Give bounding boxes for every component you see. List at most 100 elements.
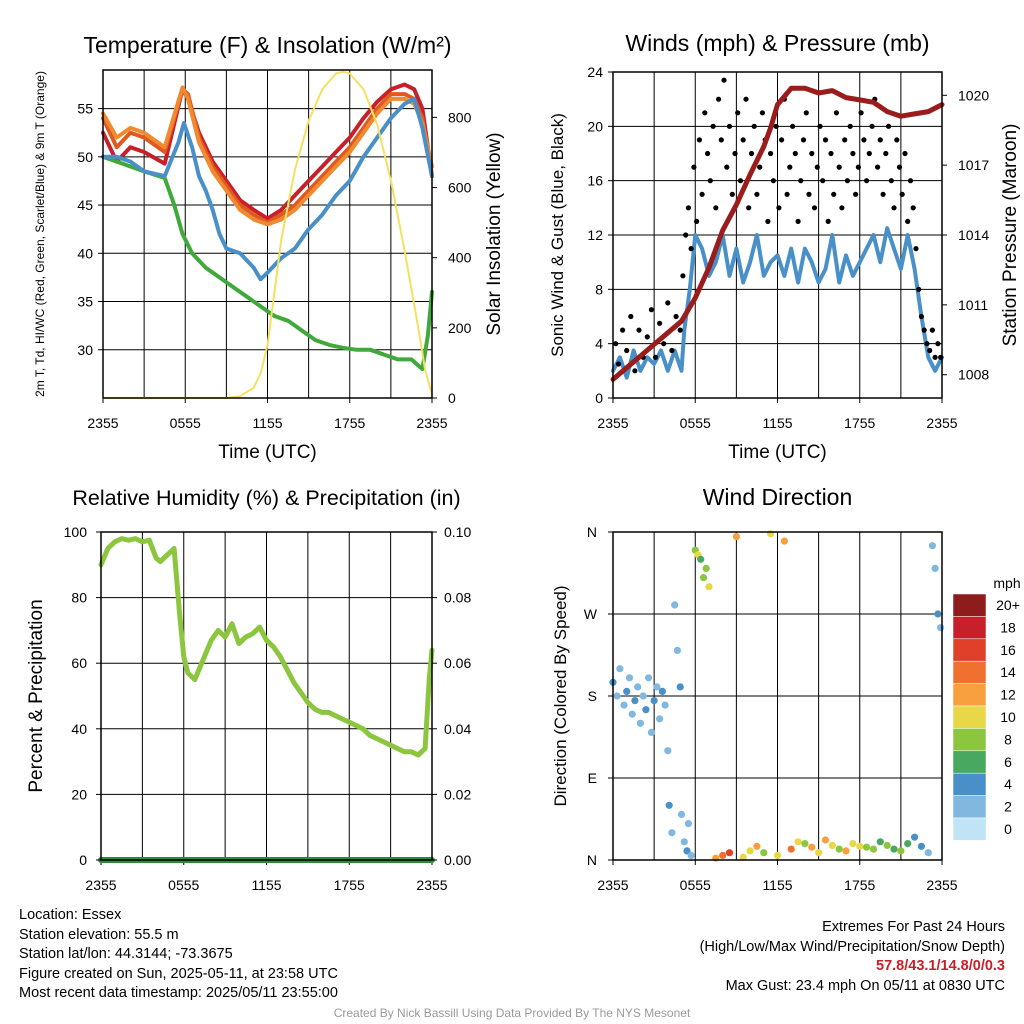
gust-point	[746, 205, 752, 211]
gust-point	[768, 150, 774, 157]
y-tick-label: 100	[64, 524, 88, 540]
direction-point	[665, 801, 673, 809]
gust-point	[726, 123, 733, 129]
y-tick-label: E	[588, 770, 597, 786]
x-tick-label: 0555	[168, 877, 199, 893]
gust-point	[935, 341, 941, 347]
direction-point	[937, 624, 945, 632]
gust-point	[853, 191, 859, 197]
y2-tick-label: 1020	[958, 87, 989, 103]
y-tick-label: N	[587, 852, 597, 868]
temperature-chart: 2355 0555 1155 1755 2355 30 35 40 45 50 55 0 200 400 6…	[33, 32, 505, 463]
direction-point	[780, 537, 789, 545]
gust-point	[913, 246, 919, 252]
direction-point	[656, 715, 664, 723]
plot-border	[100, 531, 433, 861]
x-axis-label: Time (UTC)	[218, 442, 317, 463]
station-info: Location: Essex Station elevation: 55.5 …	[19, 906, 338, 1004]
y2-tick-label: 0.06	[444, 655, 471, 671]
direction-point	[835, 845, 843, 853]
gust-point	[628, 313, 634, 320]
colorbar-swatch	[952, 795, 987, 819]
humidity-chart: 2355 0555 1155 1755 2355 0 20 40 60 80 100 0.00 0.02…	[26, 486, 471, 893]
y2-tick-label: 1014	[958, 227, 989, 243]
direction-point	[876, 838, 884, 846]
gust-point	[648, 307, 655, 313]
chart-title: Winds (mph) & Pressure (mb)	[625, 30, 929, 56]
gust-point	[613, 341, 619, 347]
elevation-text: Station elevation: 55.5 m	[19, 926, 179, 943]
direction-point	[613, 692, 621, 700]
gust-point	[737, 178, 744, 184]
x-tick-label: 1755	[844, 415, 875, 431]
y-tick-label: 35	[77, 294, 93, 310]
direction-point	[668, 829, 676, 837]
direction-point	[673, 646, 682, 655]
gust-point	[615, 361, 622, 367]
gust-point	[691, 164, 697, 170]
colorbar-swatch	[952, 705, 987, 729]
winds-series-line	[610, 85, 945, 382]
x-axis-label: Time (UTC)	[728, 442, 827, 463]
winds-chart: 2355 0555 1155 1755 2355 0 4 8 12 16 20 24 1008 1011 1…	[548, 30, 1021, 463]
gust-point	[902, 150, 908, 157]
direction-point	[931, 564, 939, 573]
gust-point	[924, 341, 930, 347]
gust-point	[770, 178, 777, 184]
gust-point	[847, 123, 853, 129]
gust-point	[850, 150, 856, 157]
gust-point	[759, 110, 766, 116]
y2-tick-label: 0	[448, 390, 456, 406]
x-tick-label: 1155	[762, 877, 792, 893]
gust-point	[800, 137, 807, 143]
x-tick-label: 2355	[597, 415, 628, 431]
y2-tick-label: 200	[448, 320, 472, 336]
gust-point	[688, 246, 694, 252]
gust-point	[828, 150, 834, 157]
direction-point	[842, 847, 850, 855]
gust-point	[855, 164, 862, 170]
gust-point	[779, 137, 785, 143]
gust-point	[896, 164, 903, 170]
gust-point	[661, 341, 667, 347]
gust-point	[735, 110, 741, 116]
colorbar-label: 14	[1000, 664, 1016, 680]
gust-point	[680, 273, 686, 279]
direction-point	[821, 836, 830, 844]
y-tick-label: 16	[587, 173, 603, 189]
colorbar-swatch	[952, 660, 987, 684]
y-tick-label: W	[584, 606, 598, 622]
gust-point	[869, 123, 875, 129]
direction-point	[620, 701, 628, 709]
direction-point	[924, 849, 932, 857]
gust-point	[921, 327, 927, 333]
y2-tick-label: 0.00	[444, 852, 471, 868]
gust-point	[707, 178, 713, 184]
y-tick-label: 12	[587, 227, 603, 243]
colorbar-swatch	[952, 616, 987, 640]
direction-point	[628, 710, 636, 718]
gust-point	[657, 320, 663, 326]
x-tick-label: 2355	[926, 415, 957, 431]
direction-point	[653, 683, 661, 691]
gust-point	[929, 327, 936, 333]
extremes-subtitle: (High/Low/Max Wind/Precipitation/Snow De…	[699, 938, 1005, 955]
gust-point	[790, 123, 796, 129]
x-tick-label: 0555	[680, 415, 711, 431]
credit-text: Created By Nick Bassill Using Data Provi…	[333, 1006, 691, 1020]
gust-point	[620, 327, 626, 333]
direction-point	[623, 687, 631, 696]
gust-point	[765, 218, 771, 224]
y2-tick-label: 1008	[958, 367, 989, 383]
chart-title: Wind Direction	[703, 484, 853, 510]
gust-point	[916, 286, 922, 292]
direction-point	[869, 845, 878, 853]
direction-point	[773, 851, 782, 860]
x-tick-label: 1755	[844, 877, 875, 893]
direction-point	[719, 851, 727, 860]
max-gust-text: Max Gust: 23.4 mph On 05/11 at 0830 UTC	[725, 977, 1005, 994]
direction-point	[664, 747, 672, 755]
gust-point	[905, 218, 911, 224]
gust-point	[858, 110, 864, 116]
